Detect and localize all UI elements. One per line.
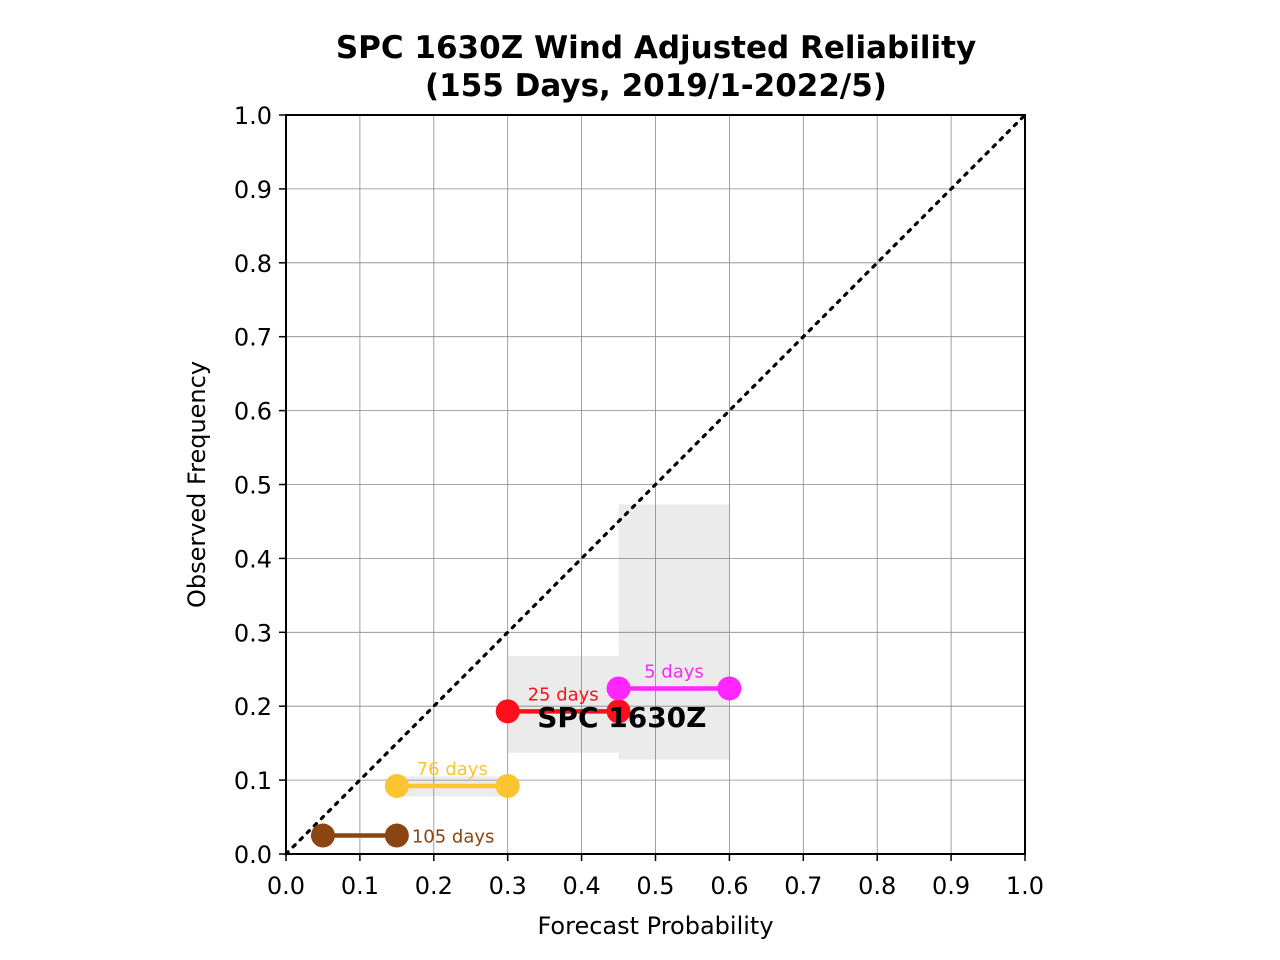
y-tick-label: 0.4 bbox=[234, 545, 272, 573]
series-point-2-1 bbox=[606, 699, 631, 724]
series-point-0-1 bbox=[384, 823, 409, 848]
y-tick-label: 1.0 bbox=[234, 102, 272, 130]
y-tick-label: 0.2 bbox=[234, 693, 272, 721]
perfect-reliability-line bbox=[284, 113, 1027, 856]
x-axis-ticks: 0.0 0.1 0.2 0.3 0.4 0.5 0.6 0.7 0.8 0.9 1.0 bbox=[267, 854, 1044, 900]
series-point-2-0 bbox=[495, 699, 520, 724]
y-tick-label: 0.6 bbox=[234, 398, 272, 426]
series-point-0-0 bbox=[310, 823, 335, 848]
x-tick-label: 0.4 bbox=[563, 872, 601, 900]
range-box-2 bbox=[507, 655, 619, 753]
count-label-1: 76 days bbox=[417, 759, 488, 780]
count-labels: 105 days 76 days 25 days 5 days bbox=[412, 661, 704, 847]
uncertainty-ranges bbox=[396, 504, 730, 797]
series-point-1-0 bbox=[384, 774, 409, 799]
y-tick-label: 0.0 bbox=[234, 841, 272, 869]
y-tick-label: 0.5 bbox=[234, 472, 272, 500]
series-group bbox=[310, 676, 742, 848]
x-tick-label: 0.1 bbox=[341, 872, 379, 900]
x-tick-label: 0.8 bbox=[858, 872, 896, 900]
y-tick-label: 0.9 bbox=[234, 176, 272, 204]
count-label-3: 5 days bbox=[644, 661, 704, 682]
y-axis-ticks: 0.0 0.1 0.2 0.3 0.4 0.5 0.6 0.7 0.8 0.9 1.0 bbox=[234, 102, 286, 869]
x-tick-label: 1.0 bbox=[1006, 872, 1044, 900]
chart-subtitle: (155 Days, 2019/1-2022/5) bbox=[425, 68, 887, 104]
series-point-1-1 bbox=[495, 774, 520, 799]
x-tick-label: 0.7 bbox=[784, 872, 822, 900]
y-tick-label: 0.8 bbox=[234, 250, 272, 278]
annotation-label: SPC 1630Z bbox=[537, 701, 706, 734]
series-point-3-1 bbox=[717, 676, 742, 701]
x-tick-label: 0.6 bbox=[710, 872, 748, 900]
series-point-3-0 bbox=[606, 676, 631, 701]
count-label-0: 105 days bbox=[412, 827, 495, 848]
x-tick-label: 0.2 bbox=[415, 872, 453, 900]
y-tick-label: 0.3 bbox=[234, 619, 272, 647]
y-tick-label: 0.1 bbox=[234, 767, 272, 795]
count-label-2: 25 days bbox=[528, 684, 599, 705]
x-tick-label: 0.0 bbox=[267, 872, 305, 900]
x-axis-label: Forecast Probability bbox=[537, 912, 773, 940]
x-tick-label: 0.5 bbox=[636, 872, 674, 900]
y-axis-label: Observed Frequency bbox=[183, 361, 211, 608]
chart-title: SPC 1630Z Wind Adjusted Reliability bbox=[335, 30, 977, 66]
x-tick-label: 0.3 bbox=[489, 872, 527, 900]
y-tick-label: 0.7 bbox=[234, 324, 272, 352]
x-tick-label: 0.9 bbox=[932, 872, 970, 900]
